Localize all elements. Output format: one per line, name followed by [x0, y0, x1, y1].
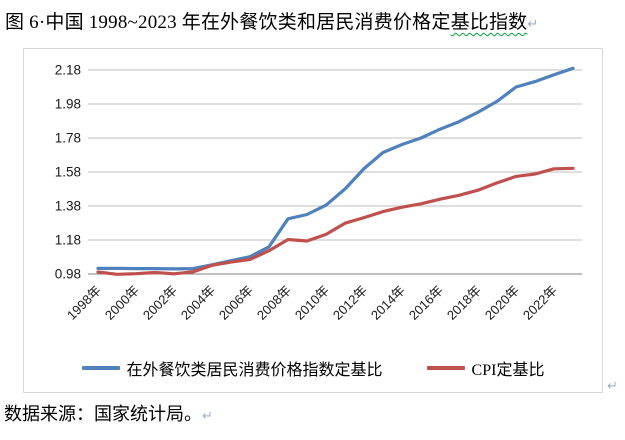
x-tick-label: 2000年: [102, 283, 142, 323]
x-tick-label: 2012年: [330, 283, 370, 323]
x-tick-label: 2020年: [482, 283, 522, 323]
y-tick-label: 2.18: [55, 63, 81, 78]
legend-line-sample-red: [426, 366, 465, 370]
y-tick-label: 1.98: [55, 97, 81, 112]
paragraph-mark-icon: ↵: [202, 408, 213, 423]
x-tick-label: 2004年: [178, 283, 218, 323]
x-tick-label: 2002年: [140, 283, 180, 323]
figure-title-text: 图 6·中国 1998~2023 年在外餐饮类和居民消费价格定: [5, 12, 451, 33]
legend-line-sample-blue: [81, 366, 120, 370]
x-tick-label: 2016年: [406, 283, 446, 323]
x-tick-label: 2022年: [520, 283, 560, 323]
x-tick-label: 2008年: [254, 283, 294, 323]
x-tick-label: 2018年: [444, 283, 484, 323]
chart-object[interactable]: 0.98 1.18 1.38 1.58 1.78 1.98 2.18 1998年 2000年 20…: [23, 48, 603, 393]
y-tick-label: 1.58: [55, 165, 81, 180]
legend-label: CPI定基比: [471, 362, 545, 379]
series-line-cpi: [96, 166, 575, 276]
legend-item-cpi[interactable]: CPI定基比: [426, 356, 545, 380]
paragraph-mark-icon: ↵: [527, 16, 539, 31]
x-tick-label: 2014年: [368, 283, 408, 323]
y-tick-label: 1.38: [55, 199, 81, 214]
series-line-dining-out: [96, 66, 575, 271]
x-tick-label: 1998年: [64, 283, 104, 323]
data-source-text: 数据来源：国家统计局。: [4, 404, 202, 424]
paragraph-mark-icon: ↵: [607, 378, 618, 393]
data-source-note: 数据来源：国家统计局。↵: [4, 400, 213, 426]
y-tick-label: 0.98: [55, 267, 81, 282]
legend-item-dining-out[interactable]: 在外餐饮类居民消费价格指数定基比: [81, 356, 383, 380]
line-chart: 0.981.181.381.581.781.982.181998年2000年20…: [55, 63, 582, 323]
x-tick-label: 2010年: [292, 283, 332, 323]
x-tick-label: 2006年: [216, 283, 256, 323]
chart-legend: 在外餐饮类居民消费价格指数定基比 CPI定基比: [24, 354, 602, 382]
figure-title-flagged-text: 基比指数: [450, 12, 528, 33]
y-tick-label: 1.18: [55, 233, 81, 248]
y-tick-label: 1.78: [55, 131, 81, 146]
figure-title: 图 6·中国 1998~2023 年在外餐饮类和居民消费价格定基比指数↵: [5, 7, 620, 34]
legend-label: 在外餐饮类居民消费价格指数定基比: [126, 362, 383, 379]
